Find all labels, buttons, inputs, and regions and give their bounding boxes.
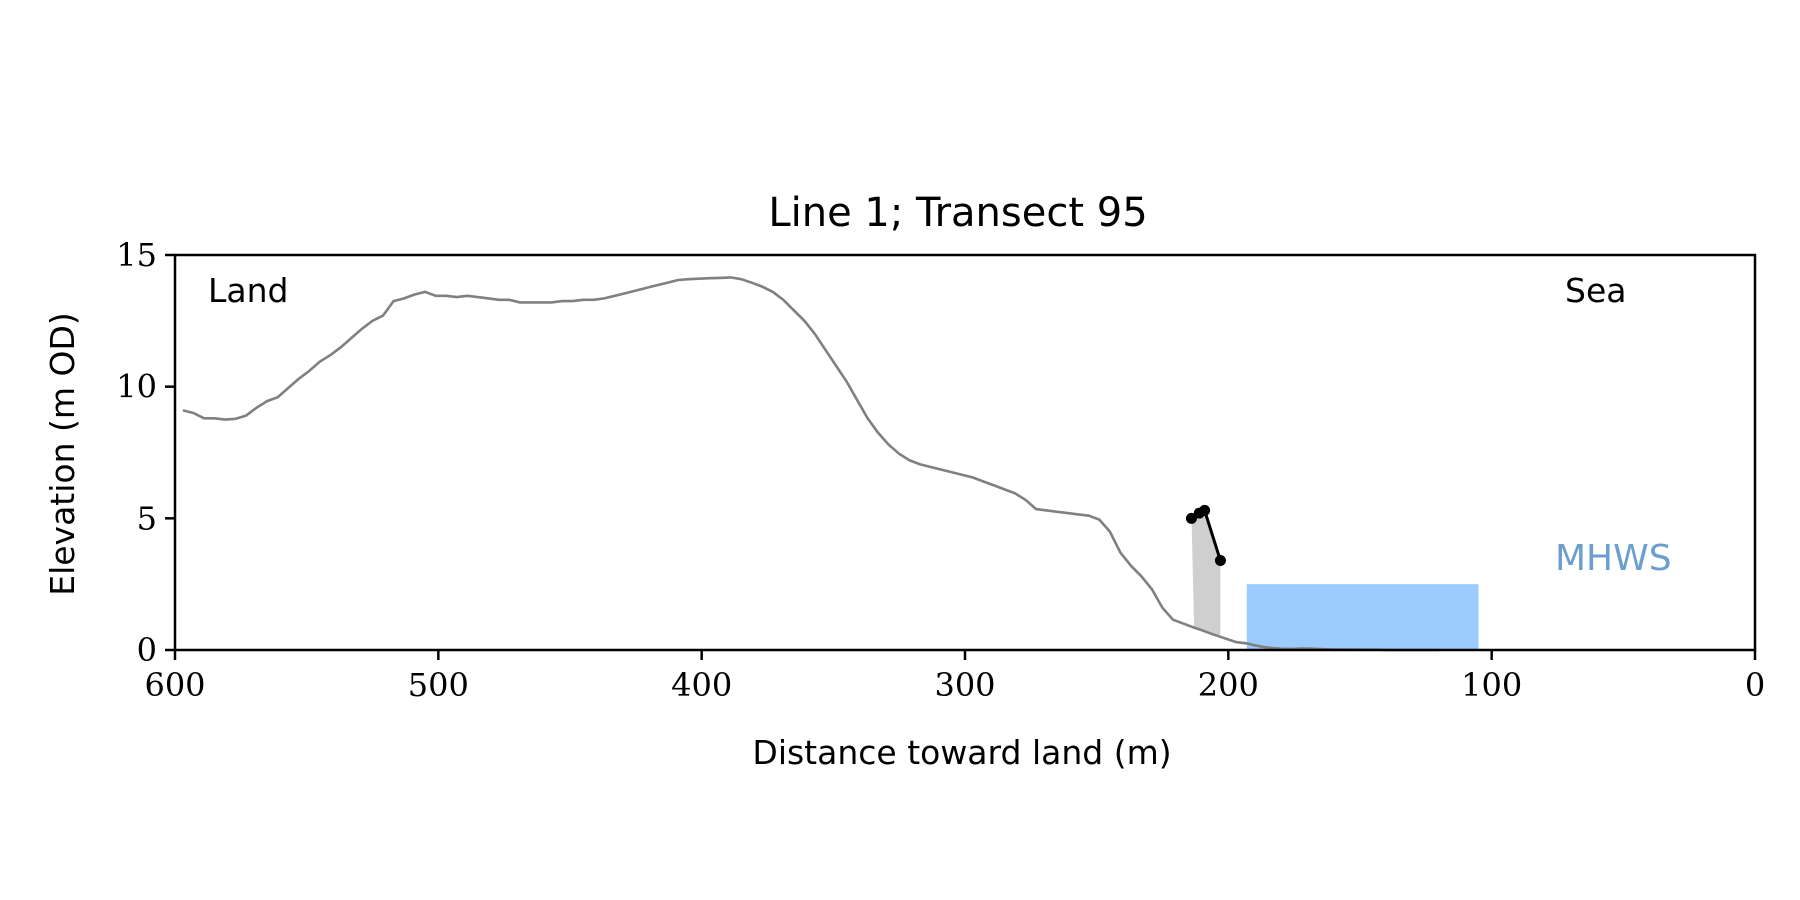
x-tick-label: 100 xyxy=(1461,666,1522,704)
elevation-profile-line xyxy=(182,276,1439,652)
x-axis-ticks: 600 500 400 300 200 100 0 xyxy=(144,650,1765,704)
y-tick-label: 10 xyxy=(116,368,157,406)
y-tick-label: 5 xyxy=(137,499,157,537)
y-axis-ticks: 0 5 10 15 xyxy=(116,236,175,669)
y-tick-label: 0 xyxy=(137,631,157,669)
mhws-region xyxy=(1246,584,1479,650)
x-tick-label: 200 xyxy=(1198,666,1259,704)
land-label: Land xyxy=(208,271,288,310)
chart-title: Line 1; Transect 95 xyxy=(768,190,1147,236)
y-axis-label: Elevation (m OD) xyxy=(43,312,82,596)
x-axis-label: Distance toward land (m) xyxy=(752,733,1171,772)
highlight-point xyxy=(1185,512,1197,524)
x-tick-label: 600 xyxy=(144,666,205,704)
x-tick-label: 0 xyxy=(1745,666,1765,704)
y-tick-label: 15 xyxy=(116,236,157,274)
axes-frame xyxy=(173,253,1757,652)
highlight-points xyxy=(1185,504,1226,566)
x-tick-label: 300 xyxy=(934,666,995,704)
x-tick-label: 400 xyxy=(671,666,732,704)
highlight-point xyxy=(1199,504,1211,516)
mhws-label: MHWS xyxy=(1555,538,1672,579)
x-tick-label: 500 xyxy=(408,666,469,704)
highlight-shade xyxy=(1191,510,1221,637)
plot-area xyxy=(182,276,1479,652)
sea-label: Sea xyxy=(1565,271,1626,310)
highlight-point xyxy=(1214,554,1226,566)
